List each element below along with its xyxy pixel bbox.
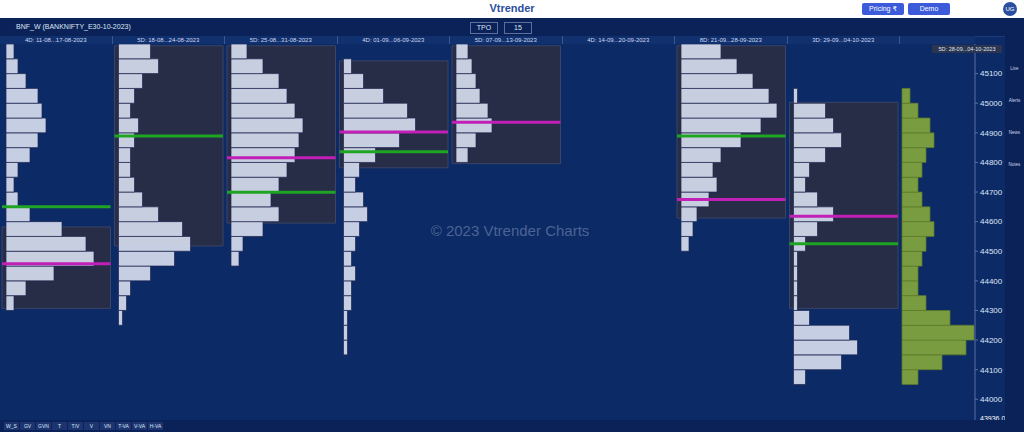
html-text:V: V bbox=[89, 423, 94, 429]
html-text:Notes: Notes bbox=[1008, 162, 1021, 167]
html-text:5D: 28-09...04-10-2023: 5D: 28-09...04-10-2023 bbox=[938, 46, 996, 52]
html-text:5D: 25-08...31-08-2023: 5D: 25-08...31-08-2023 bbox=[249, 37, 312, 43]
html-text:T: T bbox=[58, 423, 61, 429]
svg-text:44900: 44900 bbox=[980, 129, 1003, 138]
svg-text:45000: 45000 bbox=[980, 99, 1003, 108]
html-text:BNF_W (BANKNIFTY_E30-10-2023): BNF_W (BANKNIFTY_E30-10-2023) bbox=[16, 23, 131, 30]
html-text:4D: 11-08...17-08-2023: 4D: 11-08...17-08-2023 bbox=[24, 37, 87, 43]
html-text:Alerts: Alerts bbox=[1008, 98, 1021, 103]
html-text:© 2023 Vtrender Charts: © 2023 Vtrender Charts bbox=[430, 222, 590, 239]
svg-text:44700: 44700 bbox=[980, 188, 1003, 197]
svg-text:44500: 44500 bbox=[980, 247, 1003, 256]
html-text:3D: 29-09...04-10-2023: 3D: 29-09...04-10-2023 bbox=[812, 37, 875, 43]
html-text:GV: GV bbox=[23, 423, 32, 429]
html-text:15: 15 bbox=[514, 24, 522, 31]
html-text:VN: VN bbox=[104, 423, 111, 429]
html-text:UG: UG bbox=[1005, 6, 1015, 12]
svg-text:44200: 44200 bbox=[980, 336, 1003, 345]
html-text:5D: 18-08...24-08-2023: 5D: 18-08...24-08-2023 bbox=[137, 37, 200, 43]
svg-text:44600: 44600 bbox=[980, 217, 1003, 226]
html-text:GVN: GVN bbox=[38, 423, 49, 429]
html-text:T/V: T/V bbox=[71, 423, 80, 429]
html-text:Pricing ₹: Pricing ₹ bbox=[869, 5, 897, 12]
svg-text:44400: 44400 bbox=[980, 277, 1003, 286]
svg-text:44100: 44100 bbox=[980, 366, 1003, 375]
svg-text:44800: 44800 bbox=[980, 158, 1003, 167]
html-text:V-VA: V-VA bbox=[134, 423, 145, 429]
svg-text:44300: 44300 bbox=[980, 306, 1003, 315]
svg-text:45100: 45100 bbox=[980, 69, 1003, 78]
html-text:4D: 14-09...20-09-2023: 4D: 14-09...20-09-2023 bbox=[587, 37, 650, 43]
html-text:T-VA: T-VA bbox=[118, 423, 129, 429]
html-text:Demo: Demo bbox=[919, 5, 939, 12]
svg-text:44000: 44000 bbox=[980, 395, 1003, 404]
html-text:8D: 21-09...28-09-2023: 8D: 21-09...28-09-2023 bbox=[699, 37, 762, 43]
html-text:4D: 01-09...06-09-2023: 4D: 01-09...06-09-2023 bbox=[362, 37, 425, 43]
html-text:News: News bbox=[1008, 130, 1021, 135]
html-text:Live: Live bbox=[1010, 66, 1019, 71]
html-text:H-VA: H-VA bbox=[149, 423, 162, 429]
html-text:W_S: W_S bbox=[6, 423, 17, 429]
html-text:Vtrender: Vtrender bbox=[489, 2, 535, 14]
html-text:5D: 07-09...13-09-2023: 5D: 07-09...13-09-2023 bbox=[474, 37, 537, 43]
html-text:TPO: TPO bbox=[476, 24, 492, 31]
